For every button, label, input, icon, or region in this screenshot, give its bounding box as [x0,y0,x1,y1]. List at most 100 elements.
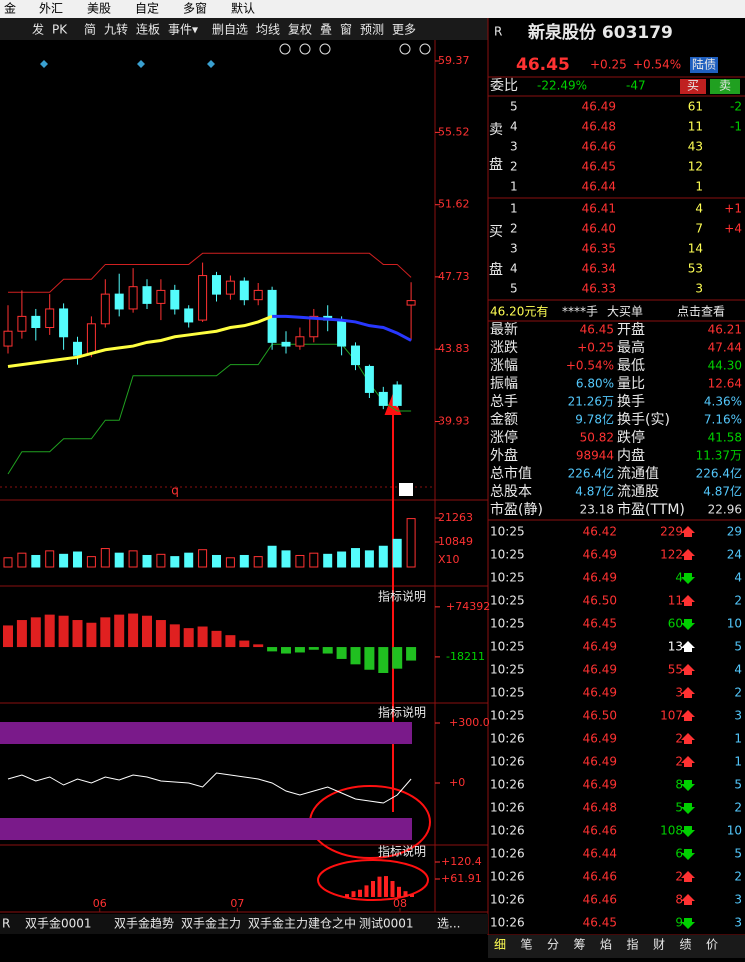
tick-price: 46.49 [583,663,617,677]
candle-body [31,315,41,329]
stat-label: 外盘 [490,447,518,464]
tab[interactable]: 默认 [231,1,255,16]
volume-bar [281,550,291,568]
book-volume: 61 [688,100,703,114]
candle-body [17,315,27,332]
book-price: 46.41 [582,202,616,216]
stat-label: 换手(实) [617,411,670,428]
side-tab[interactable]: 价 [706,938,718,952]
signal-bar [377,876,382,898]
tool-button[interactable]: 更多 [392,23,416,37]
side-tab[interactable]: 筹 [573,938,585,952]
indicator-note[interactable]: 指标说明 [378,844,426,859]
signal-bar [384,876,388,898]
candle-body [198,275,208,321]
tab[interactable]: 美股 [87,2,111,16]
bottom-tab[interactable]: 双手金趋势 [114,916,174,931]
tool-button[interactable]: 简 [84,23,96,37]
macd-bar [392,647,403,669]
side-tab[interactable]: 分 [547,938,559,952]
bottom-tab[interactable]: 双手金0001 [25,916,92,931]
tool-button[interactable]: 预测 [360,23,384,37]
tool-button[interactable]: 窗 [340,23,352,37]
side-tab[interactable]: 财 [653,938,665,952]
tick-arrow [681,549,695,560]
y-tick-label: 10849 [438,535,473,548]
tick-time: 10:26 [490,801,525,815]
side-tab-bar [488,935,745,958]
tick-time: 10:25 [490,594,525,608]
tick-count: 2 [734,594,742,608]
tab[interactable]: 外汇 [39,2,63,16]
badge[interactable]: 陆债 [692,57,716,72]
bottom-tab[interactable]: 测试0001 [359,916,414,931]
bottom-tab[interactable]: R [2,917,10,931]
macd-bar [253,644,264,648]
buy-button[interactable]: 买 [687,79,699,93]
tool-button[interactable]: 发 [32,22,44,37]
volume-bar [406,518,416,568]
sell-btn-bg[interactable] [710,79,740,94]
book-label: 盘 [489,261,503,278]
bottom-tab[interactable]: 双手金主力 [181,916,241,931]
candle-body [45,308,55,329]
volume-bar [267,545,277,568]
macd-bar [3,625,13,648]
bottom-tab[interactable]: 选... [437,917,460,931]
signal-bar [410,894,414,898]
tool-button[interactable]: 删自选 [212,23,248,37]
tool-button[interactable]: 均线 [256,23,280,37]
x-tick-label: 07 [230,897,244,910]
stat-value: 11.37万 [696,449,742,463]
tick-count: 5 [734,640,742,654]
band [0,722,412,744]
sell-button[interactable]: 卖 [719,79,731,93]
stat-label: 量比 [617,376,645,392]
stat-value: 9.78亿 [575,412,614,427]
x-tick-label: 06 [93,897,107,910]
tick-price: 46.49 [583,548,617,562]
big-order[interactable]: 点击查看 [677,305,725,319]
candle-body [184,308,194,323]
volume-bar [156,553,166,568]
tick-time: 10:25 [490,525,525,539]
macd-bar [128,613,139,648]
tick-time: 10:25 [490,709,525,723]
r-icon: R [494,25,502,39]
tick-arrow [681,641,695,652]
tool-button[interactable]: 叠 [320,23,332,37]
tool-button[interactable]: 事件▾ [168,23,198,37]
tool-button[interactable]: 九转 [104,22,128,37]
tick-arrow [681,803,695,814]
volume-bar [184,552,194,568]
tick-price: 46.45 [583,617,617,631]
bottom-tab[interactable]: 双手金主力建仓之中 [248,916,356,931]
side-tab[interactable]: 细 [494,938,506,952]
side-tab[interactable]: 笔 [520,937,532,952]
tab[interactable]: 金 [4,1,16,16]
stat-value: 46.45 [580,323,614,337]
tool-button[interactable]: PK [52,23,68,37]
side-tab[interactable]: 绩 [679,938,691,952]
side-tab[interactable]: 指 [626,937,638,952]
tick-arrow [681,664,695,675]
level: 2 [510,160,518,174]
tool-button[interactable]: 复权 [288,23,312,37]
indicator-note[interactable]: 指标说明 [378,589,426,604]
volume-bar [114,552,124,568]
macd-bar [336,647,347,659]
buy-btn-bg[interactable] [680,79,706,94]
tool-button[interactable]: 连板 [136,22,160,37]
tick-price: 46.49 [583,640,617,654]
macd-bar [16,620,27,648]
side-tab[interactable]: 焰 [600,937,612,952]
book-volume: 11 [688,120,703,134]
tick-volume: 55 [668,663,683,677]
tab[interactable]: 多窗 [183,2,207,16]
toolbar-icons [279,43,431,55]
tick-count: 3 [734,916,742,930]
stat-value: 46.21 [708,323,742,337]
tab[interactable]: 自定 [135,1,159,16]
tick-arrow [681,756,695,767]
indicator-note[interactable]: 指标说明 [378,705,426,720]
